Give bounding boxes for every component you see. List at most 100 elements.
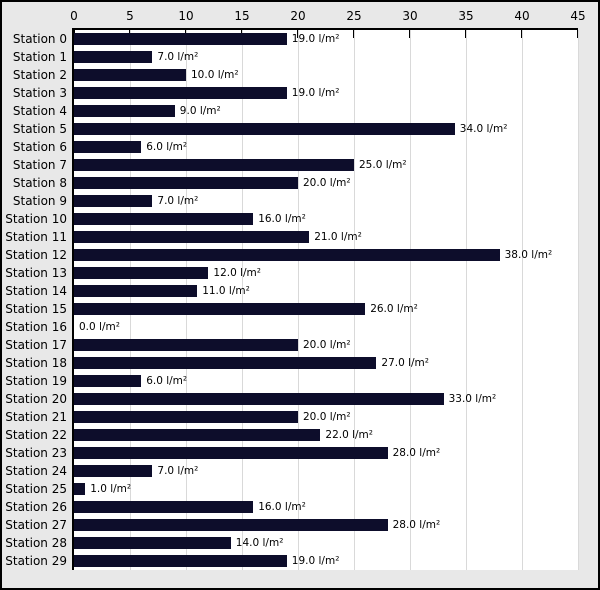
y-axis-label: Station 27 xyxy=(5,518,67,532)
y-axis-label: Station 16 xyxy=(5,320,67,334)
y-axis-label: Station 4 xyxy=(12,104,67,118)
y-axis-label: Station 25 xyxy=(5,482,67,496)
bar-station-4 xyxy=(74,105,175,117)
bar-value-label: 0.0 l/m² xyxy=(79,321,120,333)
gridline xyxy=(241,30,243,570)
bar-value-label: 26.0 l/m² xyxy=(370,303,418,315)
bar-station-7 xyxy=(74,159,354,171)
y-axis-label: Station 28 xyxy=(5,536,67,550)
gridline xyxy=(577,30,579,570)
y-axis-label: Station 5 xyxy=(12,122,67,136)
x-tick-label: 35 xyxy=(458,9,474,23)
bar-station-2 xyxy=(74,69,186,81)
y-axis-label: Station 1 xyxy=(12,50,67,64)
y-axis-label: Station 7 xyxy=(12,158,67,172)
gridline xyxy=(297,30,299,570)
x-tick-label: 30 xyxy=(402,9,418,23)
bar-station-0 xyxy=(74,33,287,45)
bar-value-label: 16.0 l/m² xyxy=(258,501,306,513)
bar-value-label: 14.0 l/m² xyxy=(235,537,284,549)
bar-value-label: 22.0 l/m² xyxy=(325,429,373,441)
bar-station-26 xyxy=(74,501,254,513)
bar-value-label: 16.0 l/m² xyxy=(258,213,306,225)
bar-value-label: 7.0 l/m² xyxy=(157,195,199,207)
bar-station-13 xyxy=(74,267,209,279)
bar-station-15 xyxy=(74,303,366,315)
x-tick-label: 20 xyxy=(290,9,306,23)
bar-station-14 xyxy=(74,285,198,297)
bar-value-label: 19.0 l/m² xyxy=(291,87,340,99)
bar-station-28 xyxy=(74,537,231,549)
bar-station-17 xyxy=(74,339,298,351)
y-axis-label: Station 13 xyxy=(5,266,67,280)
bar-value-label: 19.0 l/m² xyxy=(291,33,340,45)
bar-station-12 xyxy=(74,249,500,261)
gridline xyxy=(521,30,523,570)
bar-station-27 xyxy=(74,519,388,531)
bar-station-10 xyxy=(74,213,254,225)
gridline xyxy=(409,30,411,570)
bar-value-label: 19.0 l/m² xyxy=(291,555,340,567)
bar-station-24 xyxy=(74,465,153,477)
bar-value-label: 34.0 l/m² xyxy=(459,123,508,135)
bar-value-label: 20.0 l/m² xyxy=(303,411,351,423)
y-axis-label: Station 6 xyxy=(12,140,67,154)
x-tick-label: 40 xyxy=(514,9,530,23)
y-axis-label: Station 23 xyxy=(5,446,67,460)
y-axis-label: Station 14 xyxy=(5,284,67,298)
bar-value-label: 10.0 l/m² xyxy=(191,69,239,81)
y-axis-label: Station 10 xyxy=(5,212,67,226)
y-axis-label: Station 12 xyxy=(5,248,67,262)
bar-value-label: 12.0 l/m² xyxy=(213,267,261,279)
bar-value-label: 28.0 l/m² xyxy=(392,519,441,531)
bar-station-18 xyxy=(74,357,377,369)
bar-station-9 xyxy=(74,195,153,207)
y-axis-label: Station 19 xyxy=(5,374,67,388)
y-axis-label: Station 11 xyxy=(5,230,67,244)
bar-value-label: 9.0 l/m² xyxy=(179,105,221,117)
bar-station-1 xyxy=(74,51,153,63)
bar-value-label: 11.0 l/m² xyxy=(202,285,250,297)
gridline xyxy=(129,30,131,570)
x-tick-label: 10 xyxy=(178,9,194,23)
bar-station-6 xyxy=(74,141,142,153)
y-axis-label: Station 26 xyxy=(5,500,67,514)
y-axis-label: Station 3 xyxy=(12,86,67,100)
bar-value-label: 20.0 l/m² xyxy=(303,177,351,189)
x-tick-label: 5 xyxy=(126,9,134,23)
x-tick-label: 25 xyxy=(346,9,362,23)
bar-station-5 xyxy=(74,123,455,135)
gridline xyxy=(353,30,355,570)
y-axis-label: Station 21 xyxy=(5,410,67,424)
bar-station-23 xyxy=(74,447,388,459)
bar-station-11 xyxy=(74,231,310,243)
bar-value-label: 1.0 l/m² xyxy=(90,483,132,495)
bar-value-label: 7.0 l/m² xyxy=(157,51,199,63)
bar-value-label: 25.0 l/m² xyxy=(359,159,407,171)
bar-value-label: 28.0 l/m² xyxy=(392,447,441,459)
bar-value-label: 27.0 l/m² xyxy=(381,357,429,369)
bar-station-19 xyxy=(74,375,142,387)
y-axis-label: Station 18 xyxy=(5,356,67,370)
bar-value-label: 20.0 l/m² xyxy=(303,339,351,351)
bar-station-22 xyxy=(74,429,321,441)
plot-area: 19.0 l/m² 7.0 l/m² 10.0 l/m² 19.0 l/m² 9.0 l… xyxy=(72,28,579,570)
y-axis-label: Station 20 xyxy=(5,392,67,406)
bar-station-21 xyxy=(74,411,298,423)
bar-value-label: 33.0 l/m² xyxy=(448,393,497,405)
gridline xyxy=(185,30,187,570)
y-axis-label: Station 29 xyxy=(5,554,67,568)
y-axis-label: Station 17 xyxy=(5,338,67,352)
y-axis-label: Station 0 xyxy=(12,32,67,46)
x-tick-label: 15 xyxy=(234,9,250,23)
bar-value-label: 21.0 l/m² xyxy=(314,231,362,243)
x-tick-label: 0 xyxy=(70,9,78,23)
bar-value-label: 6.0 l/m² xyxy=(146,375,188,387)
y-axis-label: Station 22 xyxy=(5,428,67,442)
bar-station-25 xyxy=(74,483,86,495)
y-axis-label: Station 8 xyxy=(12,176,67,190)
bar-station-29 xyxy=(74,555,287,567)
bar-value-label: 7.0 l/m² xyxy=(157,465,199,477)
bar-value-label: 6.0 l/m² xyxy=(146,141,188,153)
